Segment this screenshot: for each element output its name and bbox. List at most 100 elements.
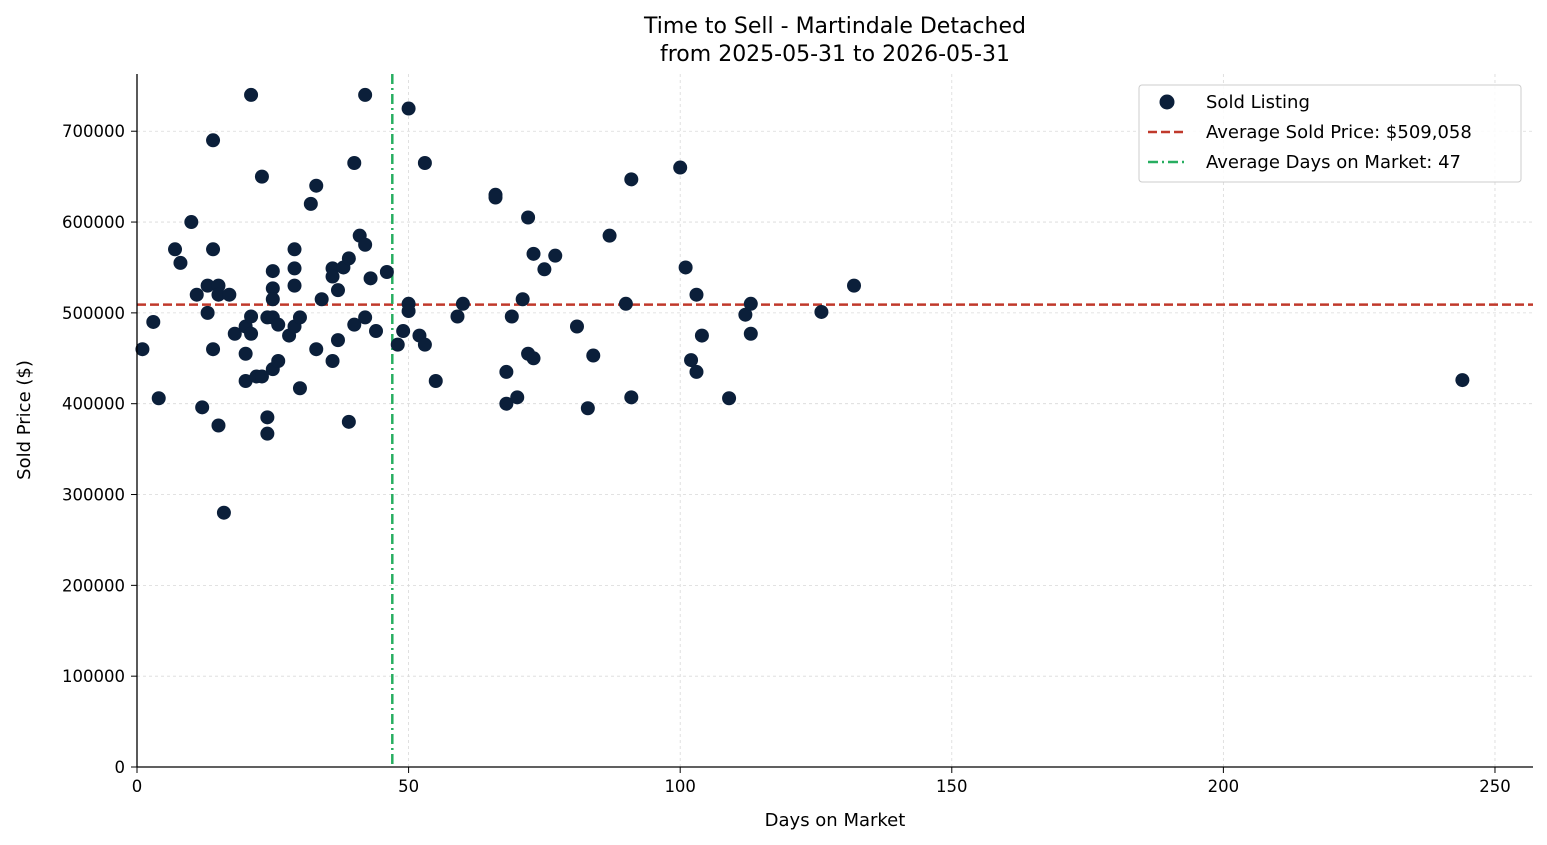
data-point <box>624 390 639 405</box>
data-point <box>401 304 416 319</box>
x-tick-label: 250 <box>1479 777 1511 796</box>
data-point <box>287 242 302 257</box>
y-tick-label: 100000 <box>62 667 125 686</box>
data-point <box>504 309 519 324</box>
data-point <box>341 251 356 266</box>
data-point <box>244 87 259 102</box>
data-point <box>168 242 183 257</box>
data-point <box>455 296 470 311</box>
data-point <box>510 390 525 405</box>
x-tick-label: 50 <box>398 777 419 796</box>
data-point <box>309 178 324 193</box>
data-point <box>678 260 693 275</box>
data-point <box>738 307 753 322</box>
data-point <box>244 326 259 341</box>
data-point <box>303 196 318 211</box>
data-point <box>580 401 595 416</box>
data-point <box>515 292 530 307</box>
data-point <box>206 242 221 257</box>
data-point <box>309 342 324 357</box>
data-point <box>526 351 541 366</box>
data-point <box>292 310 307 325</box>
legend-label-avg-price: Average Sold Price: $509,058 <box>1206 122 1472 143</box>
data-point <box>227 326 242 341</box>
x-tick-label: 200 <box>1208 777 1240 796</box>
data-point <box>260 410 275 425</box>
data-point <box>330 333 345 348</box>
data-point <box>537 262 552 277</box>
data-point <box>358 87 373 102</box>
data-point <box>265 292 280 307</box>
x-axis-label: Days on Market <box>765 810 906 831</box>
data-point <box>347 317 362 332</box>
data-point <box>602 228 617 243</box>
data-point <box>341 414 356 429</box>
data-point <box>521 210 536 225</box>
data-point <box>689 287 704 302</box>
y-tick-label: 500000 <box>62 304 125 323</box>
legend: Sold Listing Average Sold Price: $509,05… <box>1138 84 1522 183</box>
y-tick-label: 400000 <box>62 395 125 414</box>
chart-subtitle: from 2025-05-31 to 2026-05-31 <box>660 42 1010 67</box>
data-point <box>287 261 302 276</box>
data-point <box>265 264 280 279</box>
data-point <box>618 296 633 311</box>
data-point <box>244 309 259 324</box>
axes <box>131 74 1533 773</box>
data-point <box>401 101 416 116</box>
data-point <box>222 287 237 302</box>
data-point <box>743 296 758 311</box>
data-point <box>287 278 302 293</box>
data-point <box>847 278 862 293</box>
y-tick-label: 300000 <box>62 486 125 505</box>
legend-marker-sold-listing <box>1159 94 1175 110</box>
data-point <box>206 342 221 357</box>
y-axis-label: Sold Price ($) <box>14 360 35 480</box>
data-point <box>271 317 286 332</box>
data-point <box>379 265 394 279</box>
data-point <box>488 190 503 205</box>
data-point <box>238 373 253 388</box>
data-point <box>189 287 204 302</box>
data-point <box>548 248 563 263</box>
data-point <box>526 246 541 261</box>
data-point <box>211 418 226 433</box>
data-point <box>428 373 443 388</box>
reference-lines <box>137 74 1533 767</box>
data-point <box>689 364 704 379</box>
data-point <box>417 156 432 171</box>
data-point <box>325 269 340 284</box>
data-point <box>195 400 210 415</box>
legend-box <box>1138 84 1522 183</box>
data-points <box>135 87 1470 520</box>
data-point <box>254 169 269 184</box>
data-point <box>694 328 709 343</box>
chart-title: Time to Sell - Martindale Detached <box>643 14 1026 39</box>
grid-lines <box>137 74 1533 767</box>
data-point <box>358 310 373 325</box>
data-point <box>216 505 231 520</box>
data-point <box>206 133 221 148</box>
data-point <box>146 314 161 329</box>
data-point <box>684 353 699 368</box>
data-point <box>358 237 373 252</box>
y-tick-label: 700000 <box>62 122 125 141</box>
data-point <box>569 319 584 334</box>
data-point <box>200 278 215 293</box>
data-point <box>135 342 150 357</box>
data-point <box>814 304 829 319</box>
data-point <box>363 271 378 286</box>
data-point <box>238 346 253 361</box>
data-point <box>1455 373 1470 388</box>
y-tick-label: 0 <box>115 758 126 777</box>
data-point <box>722 391 737 406</box>
x-tick-label: 0 <box>132 777 143 796</box>
data-point <box>271 354 286 369</box>
legend-label-avg-days: Average Days on Market: 47 <box>1206 152 1461 173</box>
y-tick-label: 600000 <box>62 213 125 232</box>
data-point <box>200 305 215 320</box>
x-tick-label: 100 <box>664 777 696 796</box>
data-point <box>184 215 199 230</box>
data-point <box>265 281 280 296</box>
data-point <box>390 337 405 352</box>
